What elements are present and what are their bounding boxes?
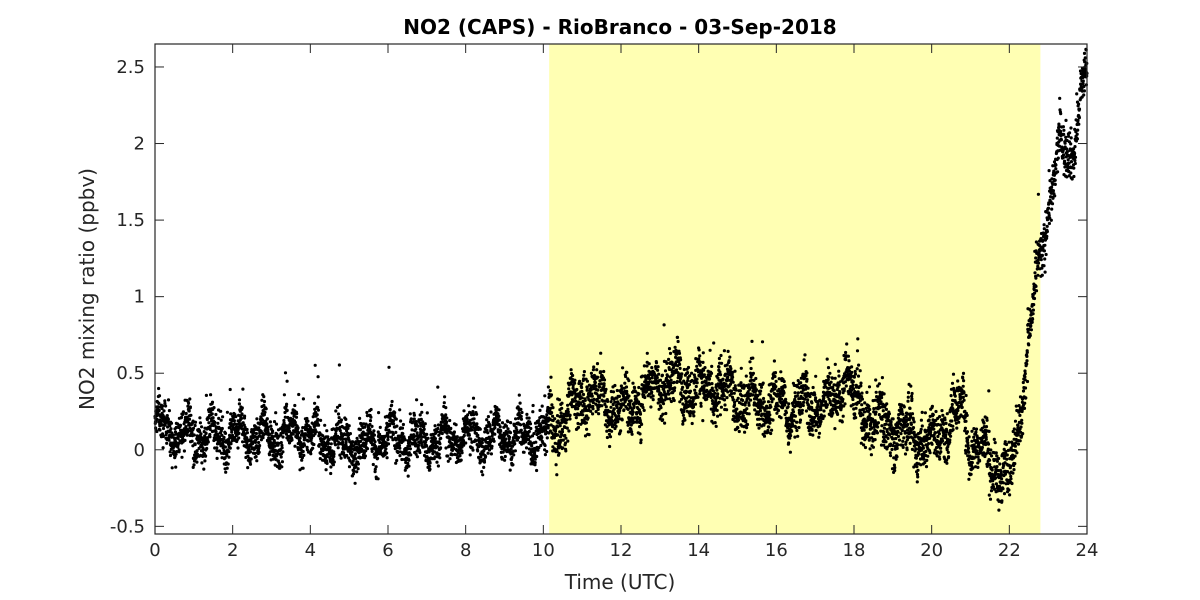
x-tick-label: 22	[998, 540, 1021, 561]
x-tick-label: 6	[382, 540, 393, 561]
y-tick-label: 0	[134, 440, 145, 461]
x-tick-label: 12	[610, 540, 633, 561]
x-tick-label: 4	[305, 540, 316, 561]
y-tick-label: 2	[134, 134, 145, 155]
y-tick-label: -0.5	[110, 516, 145, 537]
chart-title: NO2 (CAPS) - RioBranco - 03-Sep-2018	[403, 15, 836, 39]
x-axis-label: Time (UTC)	[564, 570, 676, 594]
x-tick-label: 16	[765, 540, 788, 561]
y-tick-label: 1	[134, 287, 145, 308]
y-tick-label: 1.5	[116, 210, 145, 231]
x-tick-label: 24	[1076, 540, 1099, 561]
x-tick-label: 18	[843, 540, 866, 561]
x-tick-label: 20	[920, 540, 943, 561]
data-points	[153, 47, 1089, 512]
ticks: 0 2 4 6 8 10 12 14 16 18 20 22 24-0.500.511.522.5	[110, 44, 1099, 561]
x-tick-label: 14	[687, 540, 710, 561]
x-tick-label: 10	[532, 540, 555, 561]
x-tick-label: 0	[149, 540, 160, 561]
x-tick-label: 2	[227, 540, 238, 561]
y-tick-label: 0.5	[116, 363, 145, 384]
scatter-points	[153, 47, 1089, 512]
y-axis-label: NO2 mixing ratio (ppbv)	[75, 168, 99, 410]
highlight-region	[549, 44, 1041, 534]
x-tick-label: 8	[460, 540, 471, 561]
y-tick-label: 2.5	[116, 57, 145, 78]
highlight-layer	[549, 44, 1041, 534]
